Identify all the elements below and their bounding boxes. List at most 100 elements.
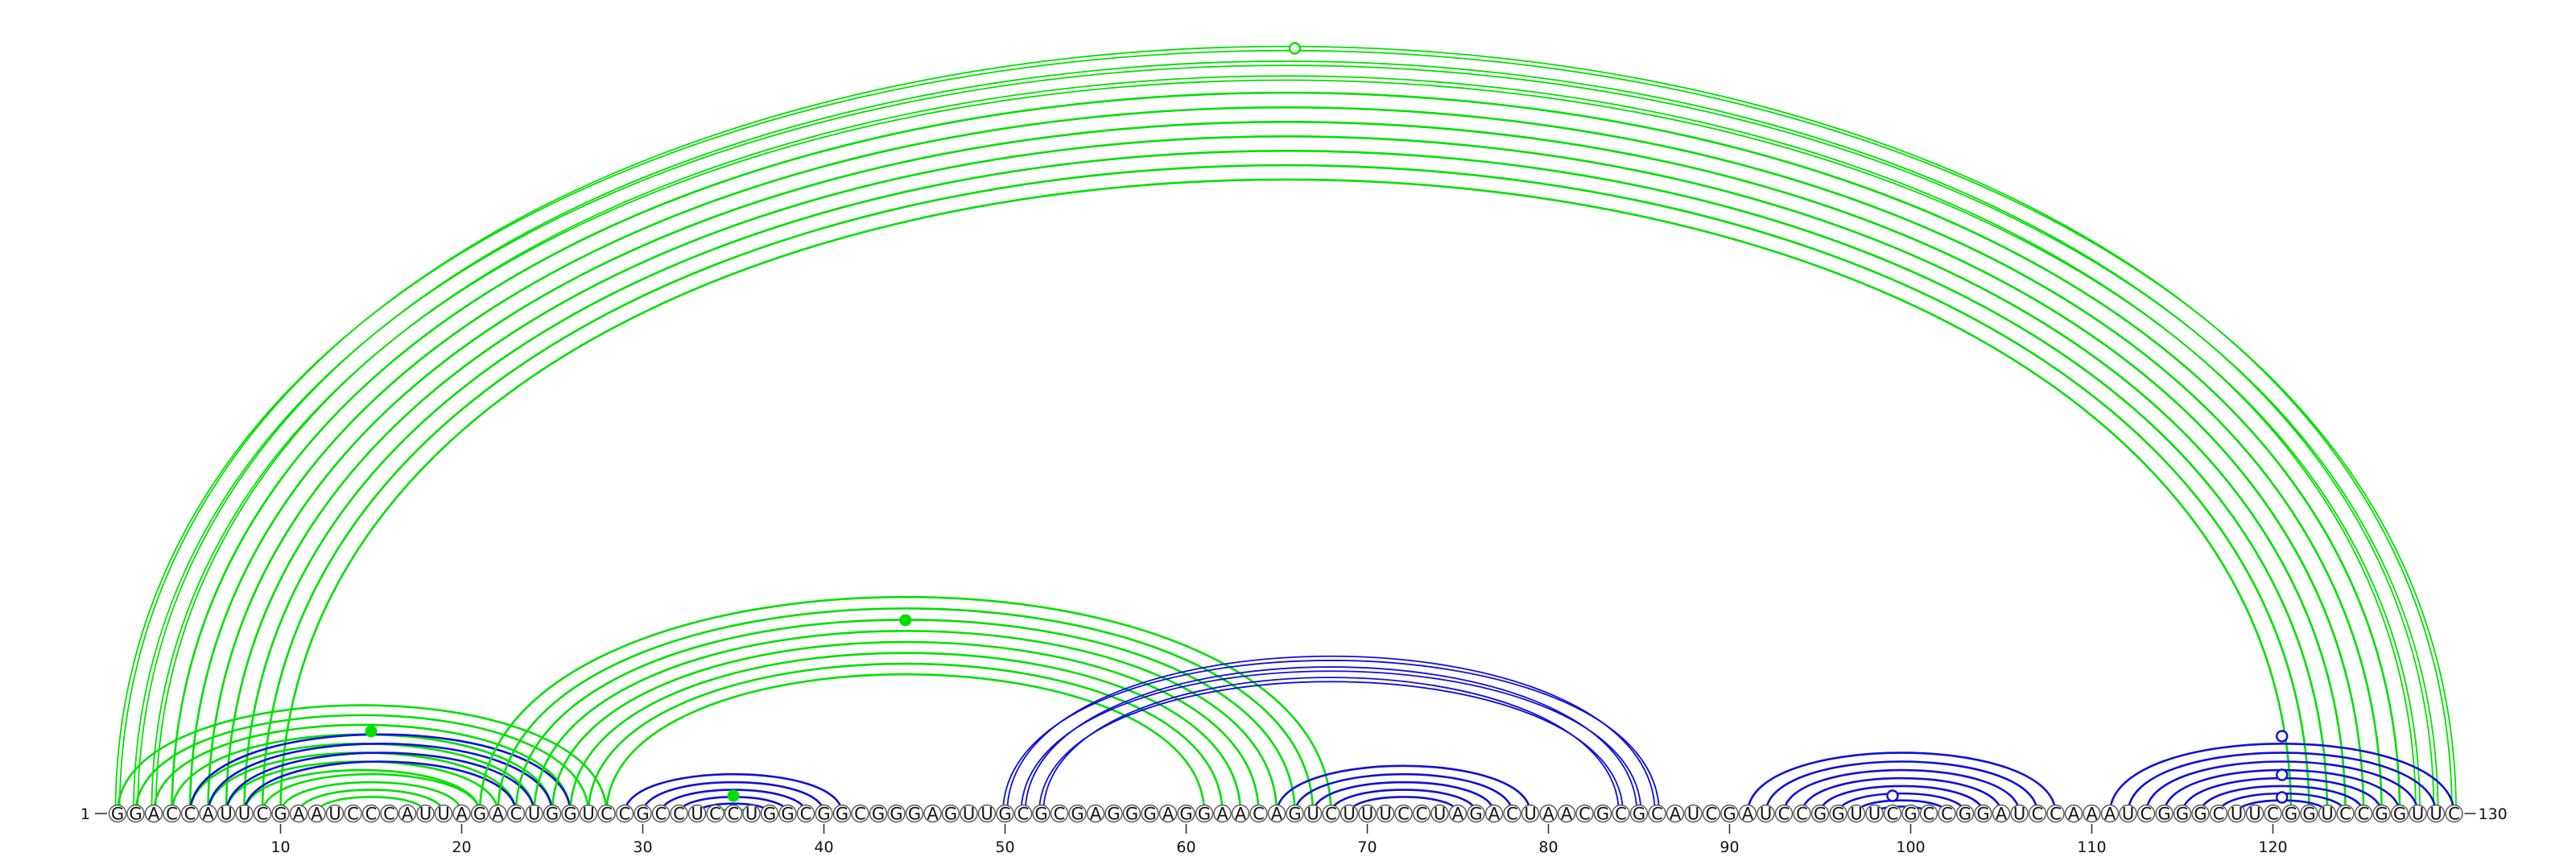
- nucleotide-6: A: [199, 805, 217, 824]
- nucleotide-letter: C: [2213, 805, 2225, 824]
- nucleotide-circle: [2372, 804, 2391, 823]
- nucleotide-letter: G: [1469, 805, 1482, 824]
- nucleotide-127: G: [2390, 804, 2409, 824]
- nucleotide-letter: G: [2176, 805, 2189, 824]
- nucleotide-circle: [543, 804, 562, 823]
- nucleotide-26: G: [561, 805, 580, 824]
- nucleotide-letter: C: [184, 805, 196, 824]
- nucleotide-112: U: [2119, 804, 2137, 824]
- nucleotide-92: U: [1757, 805, 1775, 824]
- arc-5-126: [188, 106, 2383, 814]
- nucleotide-115: G: [2173, 805, 2192, 824]
- nucleotide-circle: [2390, 804, 2409, 823]
- arc-24-65: [533, 630, 1278, 814]
- nucleotide-64: C: [1249, 805, 1268, 824]
- nucleotide-letter: U: [238, 805, 250, 824]
- nucleotide-49: U: [977, 805, 997, 824]
- nucleotide-46: A: [923, 805, 942, 824]
- nucleotide-letter: G: [890, 805, 902, 824]
- nucleotide-circle: [615, 804, 634, 823]
- nucleotide-circle: [1575, 804, 1594, 823]
- nucleotide-circle: [742, 804, 761, 823]
- nucleotide-circle: [1793, 804, 1811, 823]
- nucleotide-81: A: [1557, 805, 1576, 824]
- nucleotide-70: U: [1358, 805, 1377, 824]
- arc-52-84-strand-1: [1038, 681, 1624, 814]
- nucleotide-117: C: [2209, 805, 2228, 824]
- nucleotide-circle: [2426, 804, 2446, 823]
- nucleotide-letter: C: [1796, 805, 1808, 824]
- nucleotide-circle: [1141, 804, 1159, 823]
- nucleotide-circle: [2245, 804, 2264, 823]
- nucleotide-circle: [2119, 804, 2137, 823]
- nucleotide-58: G: [1141, 804, 1159, 824]
- nucleotide-93: C: [1774, 805, 1794, 824]
- nucleotide-letter: C: [1416, 805, 1428, 824]
- arc-4-127: [171, 91, 2401, 814]
- arc-25-64: [551, 640, 1260, 814]
- nucleotide-102: C: [1938, 805, 1956, 824]
- nucleotide-circle: [108, 804, 127, 823]
- nucleotide-letter: G: [1034, 805, 1047, 824]
- nucleotide-letter: G: [1125, 805, 1138, 824]
- nucleotide-letter: C: [2032, 805, 2044, 824]
- nucleotide-letter: C: [1923, 805, 1935, 824]
- nucleotide-126: G: [2372, 804, 2391, 824]
- nucleotide-letter: A: [311, 805, 323, 824]
- nucleotide-circle: [470, 804, 489, 823]
- nucleotide-circle: [416, 804, 435, 823]
- nucleotide-106: U: [2010, 805, 2029, 824]
- nucleotide-circle: [1883, 804, 1902, 823]
- nucleotide-letter: G: [817, 805, 830, 824]
- nucleotide-36: U: [742, 804, 761, 824]
- arc-23-66: [514, 619, 1296, 814]
- nucleotide-circle: [308, 804, 326, 823]
- arc-3-128-strand-1: [151, 79, 2421, 814]
- arc-10-121: [279, 178, 2293, 814]
- nucleotide-letter: C: [2339, 805, 2351, 824]
- arc-9-122: [261, 164, 2310, 814]
- nucleotide-50: G: [996, 805, 1014, 824]
- nucleotide-circle: [2028, 804, 2047, 823]
- nucleotide-letter: G: [2157, 805, 2170, 824]
- nucleotide-letter: G: [944, 805, 957, 824]
- nucleotide-123: U: [2318, 805, 2337, 824]
- nucleotide-letter: C: [1579, 805, 1591, 824]
- arc-1-130-strand-1: [114, 49, 2457, 814]
- nucleotide-letter: G: [1959, 805, 1971, 824]
- arc-95-104: [1818, 785, 1984, 814]
- nucleotide-15: C: [361, 805, 381, 824]
- nucleotide-letter: U: [1361, 805, 1373, 824]
- nucleotide-letter: G: [1288, 805, 1301, 824]
- nucleotide-59: A: [1158, 805, 1178, 824]
- nucleotide-54: G: [1068, 805, 1087, 824]
- nucleotide-circle: [1104, 804, 1123, 823]
- nucleotide-3: A: [144, 805, 163, 824]
- nucleotide-circle: [1503, 804, 1521, 823]
- nucleotide-letter: G: [636, 805, 649, 824]
- nucleotide-75: A: [1448, 805, 1468, 824]
- arc-26-63: [569, 652, 1242, 814]
- nucleotide-circle: [2136, 804, 2156, 823]
- nucleotide-17: A: [398, 805, 417, 824]
- nucleotide-43: G: [869, 805, 888, 824]
- nucleotide-circle: [1919, 804, 1938, 823]
- nucleotide-41: G: [832, 805, 852, 824]
- arc-marker-5: [1886, 789, 1899, 802]
- nucleotide-circle: [1376, 804, 1395, 823]
- nucleotide-letter: U: [528, 805, 540, 824]
- nucleotide-circle: [489, 804, 507, 823]
- nucleotide-letter: U: [1434, 805, 1446, 824]
- arc-6-25: [207, 743, 554, 814]
- arc-92-107: [1765, 760, 2039, 814]
- nucleotide-63: A: [1231, 805, 1250, 824]
- nucleotide-circle: [1286, 804, 1304, 823]
- tick-label-100: 100: [1896, 838, 1925, 856]
- nucleotide-23: C: [506, 804, 526, 824]
- nucleotide-circle: [2409, 804, 2427, 823]
- nucleotide-104: G: [1974, 805, 1992, 824]
- nucleotide-85: G: [1629, 805, 1649, 824]
- nucleotide-circle: [506, 804, 526, 823]
- nucleotide-48: U: [960, 805, 978, 824]
- nucleotide-letter: U: [691, 805, 703, 824]
